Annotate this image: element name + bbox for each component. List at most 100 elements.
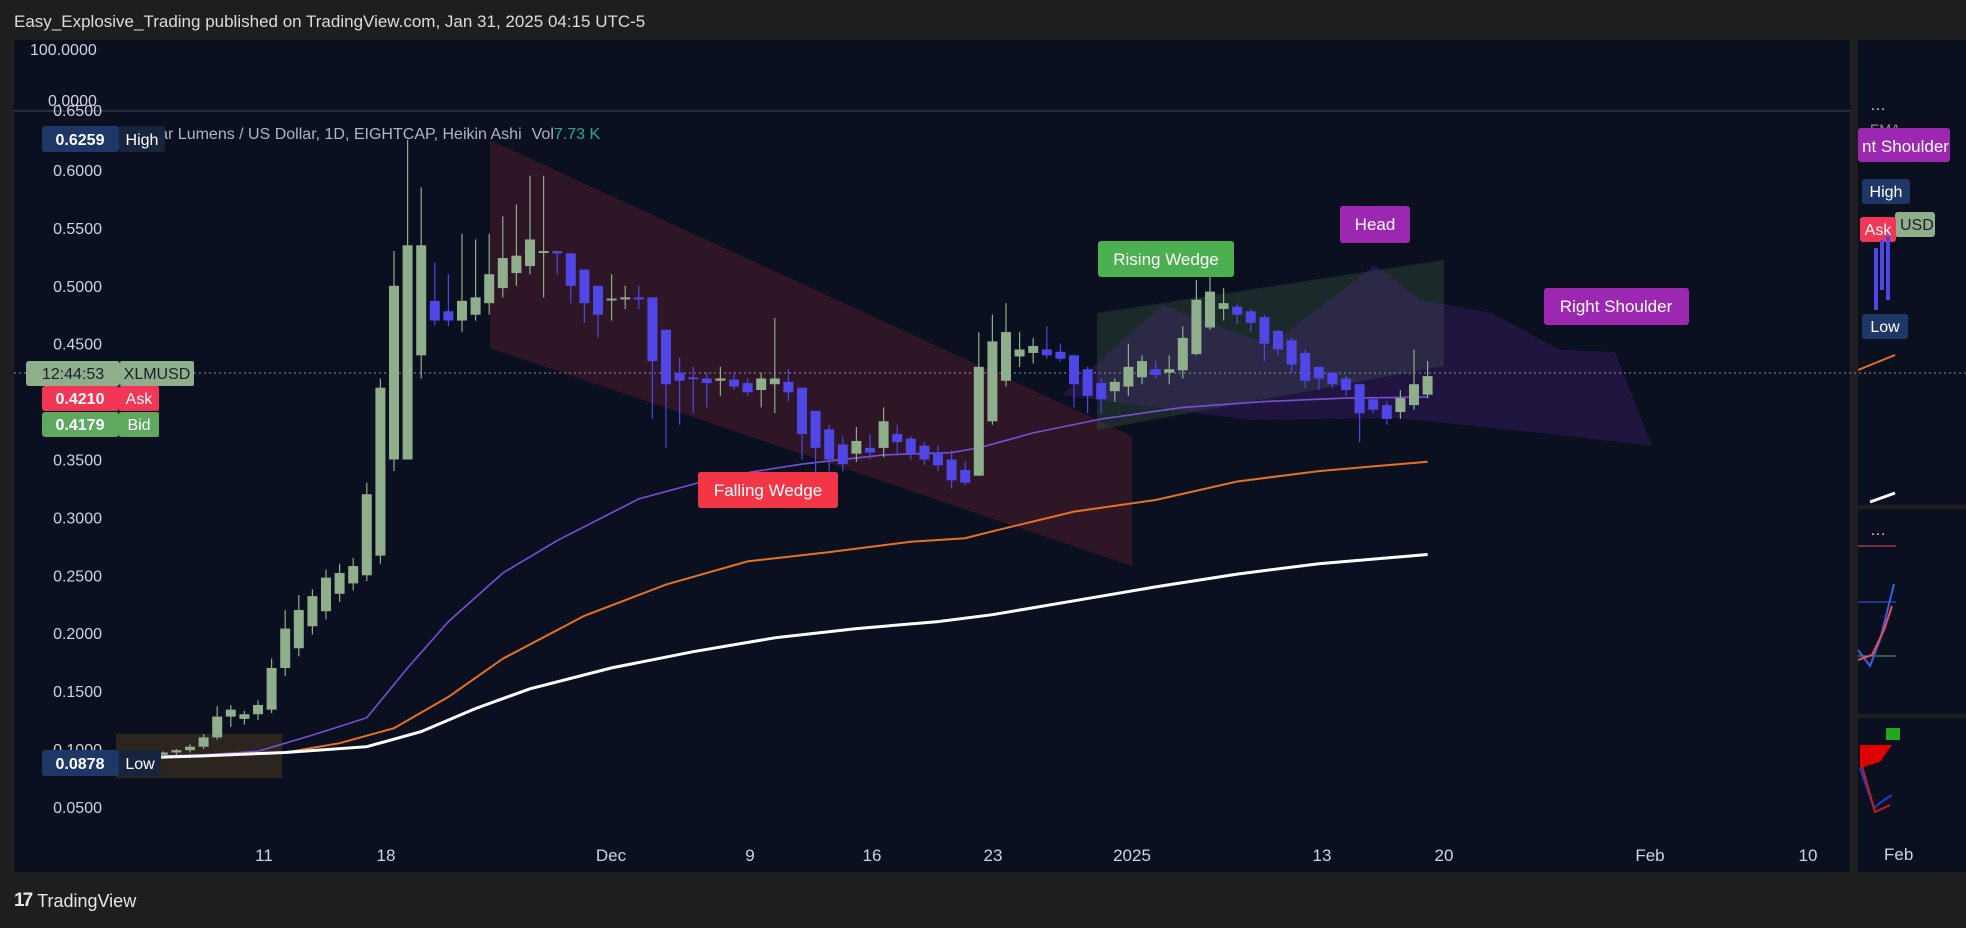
candle-body — [1001, 332, 1011, 381]
candle — [905, 436, 916, 460]
candle-body — [266, 667, 277, 710]
candle-body — [171, 750, 182, 753]
right-shoulder-label[interactable]: Right Shoulder — [1544, 288, 1689, 325]
tradingview-logo-icon: 17 — [14, 890, 33, 911]
candle — [1409, 349, 1419, 410]
candle — [593, 285, 603, 338]
candle — [171, 749, 182, 755]
x-tick-label: 23 — [984, 846, 1003, 865]
candle-body — [769, 378, 780, 385]
low-badge-value: 0.0878 — [56, 756, 105, 773]
rising-wedge-label[interactable]: Rising Wedge — [1098, 241, 1234, 277]
candle-body — [865, 447, 875, 453]
x-tick-label: 2025 — [1113, 846, 1151, 865]
candle — [797, 387, 807, 460]
candle-body — [470, 297, 481, 315]
candle-body — [1137, 361, 1147, 378]
bid-badge-value: 0.4179 — [56, 417, 105, 434]
candle — [1150, 361, 1161, 379]
y-tick-label: 0.1500 — [53, 684, 102, 701]
right-shoulder-text: Right Shoulder — [1560, 297, 1673, 316]
candle-body — [715, 378, 726, 381]
candle — [946, 450, 957, 489]
candle-body — [1191, 299, 1202, 355]
candle — [633, 285, 644, 309]
y-tick-label: 0.5500 — [53, 221, 102, 238]
candle-body — [606, 298, 617, 301]
candle-body — [402, 245, 413, 460]
side-menu-dots-1[interactable]: … — [1870, 97, 1886, 114]
candle-body — [538, 251, 549, 254]
candle-body — [1409, 384, 1419, 406]
candle-body — [1368, 399, 1379, 410]
candle — [443, 274, 454, 327]
candle — [647, 297, 658, 419]
candle-body — [525, 239, 535, 267]
falling-wedge-text: Falling Wedge — [714, 481, 822, 500]
candle-body — [851, 440, 862, 454]
y-tick-label: 0.3000 — [53, 510, 102, 527]
candle — [1014, 332, 1025, 367]
candle-body — [742, 383, 753, 393]
candle — [661, 329, 671, 448]
candle — [525, 175, 535, 275]
candle — [1096, 378, 1107, 414]
candle-body — [1327, 372, 1338, 385]
candle — [497, 216, 508, 298]
candle — [1422, 361, 1433, 399]
low-badge: 0.0878 Low — [42, 750, 161, 776]
candle-body — [729, 379, 739, 387]
x-tick-label: Dec — [596, 846, 627, 865]
candle — [348, 557, 359, 591]
osc-bottom-label: 0.0000 — [48, 93, 97, 110]
candle-body — [946, 459, 957, 481]
candle-body — [688, 377, 699, 380]
candle — [198, 733, 209, 749]
candle — [674, 357, 685, 425]
falling-wedge-label[interactable]: Falling Wedge — [698, 472, 838, 508]
candle — [361, 482, 372, 582]
candle — [1245, 308, 1256, 333]
candle-body — [593, 285, 603, 315]
candle — [865, 434, 875, 460]
x-tick-label: Feb — [1635, 846, 1664, 865]
brand-footer[interactable]: 17 TradingView — [14, 890, 136, 912]
side-menu-dots-2[interactable]: … — [1870, 522, 1886, 539]
candle-body — [1028, 346, 1039, 353]
candle-body — [810, 410, 821, 448]
candle-body — [1232, 306, 1243, 315]
rising-wedge-shape — [1097, 260, 1444, 430]
candle-body — [987, 341, 998, 422]
candle-body — [253, 704, 263, 715]
candle-body — [824, 429, 835, 460]
brand-name: TradingView — [37, 890, 137, 911]
high-badge-value: 0.6259 — [56, 132, 105, 149]
symbol-legend[interactable]: Stellar Lumens / US Dollar, 1D, EIGHTCAP… — [128, 126, 600, 143]
candle — [552, 251, 563, 275]
candle — [919, 442, 930, 466]
candle-body — [661, 329, 671, 385]
candle-body — [579, 269, 590, 304]
candle — [1232, 303, 1243, 325]
y-tick-label: 0.4500 — [53, 337, 102, 354]
candle — [185, 744, 195, 753]
head-label[interactable]: Head — [1340, 206, 1410, 243]
ask-badge-value: 0.4210 — [56, 391, 105, 408]
candle-body — [1341, 378, 1351, 391]
y-tick-label: 0.5000 — [53, 279, 102, 296]
candle-body — [565, 253, 576, 286]
candle — [1313, 366, 1324, 391]
candle-body — [1123, 366, 1134, 387]
countdown-badge: 12:44:53 XLMUSD — [26, 361, 194, 386]
x-tick-label: 13 — [1313, 846, 1332, 865]
side-osc2-line-red — [1861, 765, 1891, 814]
candle — [1069, 355, 1079, 408]
vol-value: 7.73 K — [554, 126, 601, 143]
side-panel-osc2 — [1858, 718, 1966, 872]
candle — [1205, 268, 1215, 330]
candle — [1001, 303, 1011, 387]
ask-badge-label: Ask — [126, 391, 154, 408]
candle — [729, 372, 739, 391]
candle-body — [1055, 351, 1066, 359]
